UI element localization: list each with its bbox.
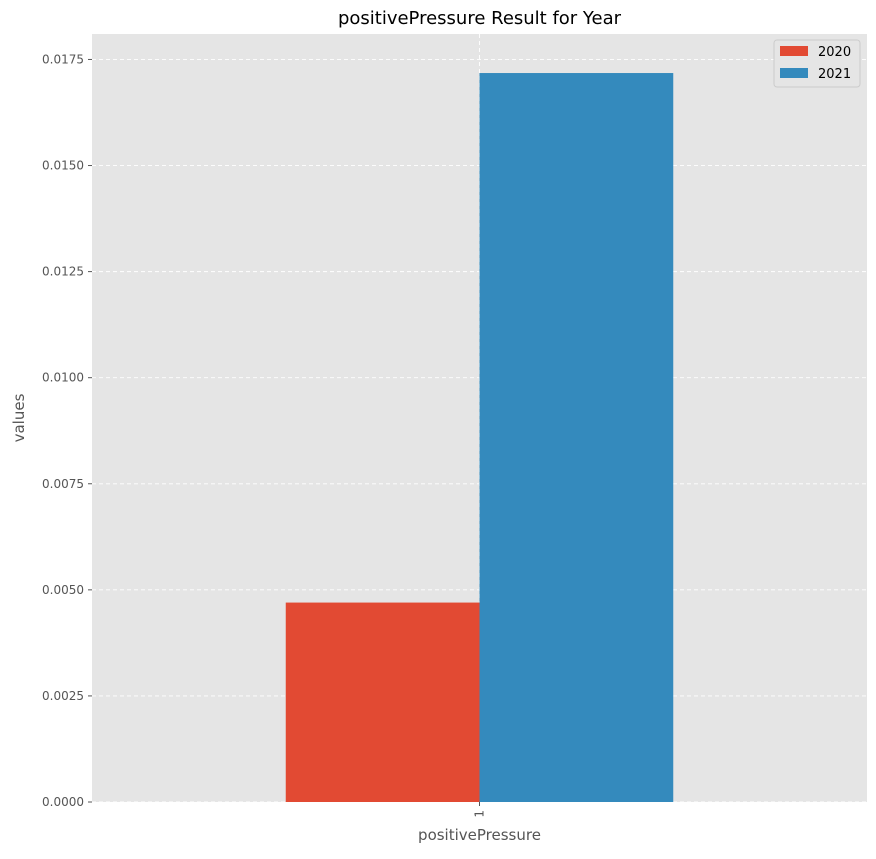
y-tick-label: 0.0150 [42,159,84,173]
y-tick-label: 0.0075 [42,477,84,491]
legend-label-2021: 2021 [818,67,851,82]
bar-2021-1 [479,73,674,803]
chart-title: positivePressure Result for Year [338,8,622,29]
y-axis: 0.0000 0.0025 0.0050 0.0075 0.0100 0.0125 0.01… [42,52,92,809]
y-tick-label: 0.0125 [42,265,84,279]
x-axis-title: positivePressure [418,826,541,844]
legend-swatch-2020 [780,46,808,56]
y-tick-label: 0.0000 [42,795,84,809]
y-tick-label: 0.0050 [42,583,84,597]
bar-layer [285,73,674,803]
y-axis-title: values [10,393,28,442]
bar-2020-1 [285,602,480,802]
y-tick-label: 0.0175 [42,52,84,66]
legend: 2020 2021 [773,39,861,88]
x-tick-label: 1 [473,810,487,818]
y-tick-label: 0.0100 [42,371,84,385]
y-tick-label: 0.0025 [42,689,84,703]
x-axis: 1 [473,802,487,818]
legend-swatch-2021 [780,68,808,78]
legend-label-2020: 2020 [818,45,851,60]
